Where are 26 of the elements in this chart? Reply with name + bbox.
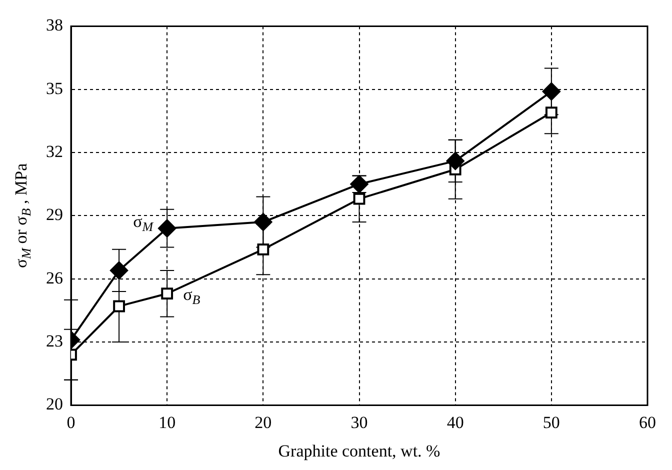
x-axis-title: Graphite content, wt. % (278, 441, 440, 460)
point (254, 213, 272, 232)
point (158, 219, 176, 238)
point (110, 261, 128, 280)
y-tick-label: 26 (46, 268, 63, 288)
x-tick-label: 50 (542, 412, 560, 432)
y-axis-title: σM or σB , MPa (11, 162, 34, 268)
y-tick-label: 29 (46, 205, 63, 224)
x-tick-label: 60 (639, 412, 656, 432)
y-tick-label: 20 (46, 394, 63, 414)
point (446, 152, 464, 170)
point (353, 192, 366, 205)
y-tick-label: 38 (46, 16, 63, 35)
y-tick-label: 23 (46, 332, 63, 350)
x-tick-label: 10 (158, 412, 176, 432)
y-tick-label: 32 (46, 142, 63, 161)
x-tick-label: 40 (446, 412, 464, 432)
y-tick-label: 35 (46, 78, 63, 98)
point (113, 300, 125, 312)
x-tick-label: 0 (66, 412, 76, 432)
point (161, 288, 174, 300)
point (542, 82, 560, 100)
x-tick-label: 30 (350, 412, 368, 432)
point (257, 243, 270, 256)
point (545, 106, 558, 118)
x-tick-label: 20 (254, 412, 272, 432)
